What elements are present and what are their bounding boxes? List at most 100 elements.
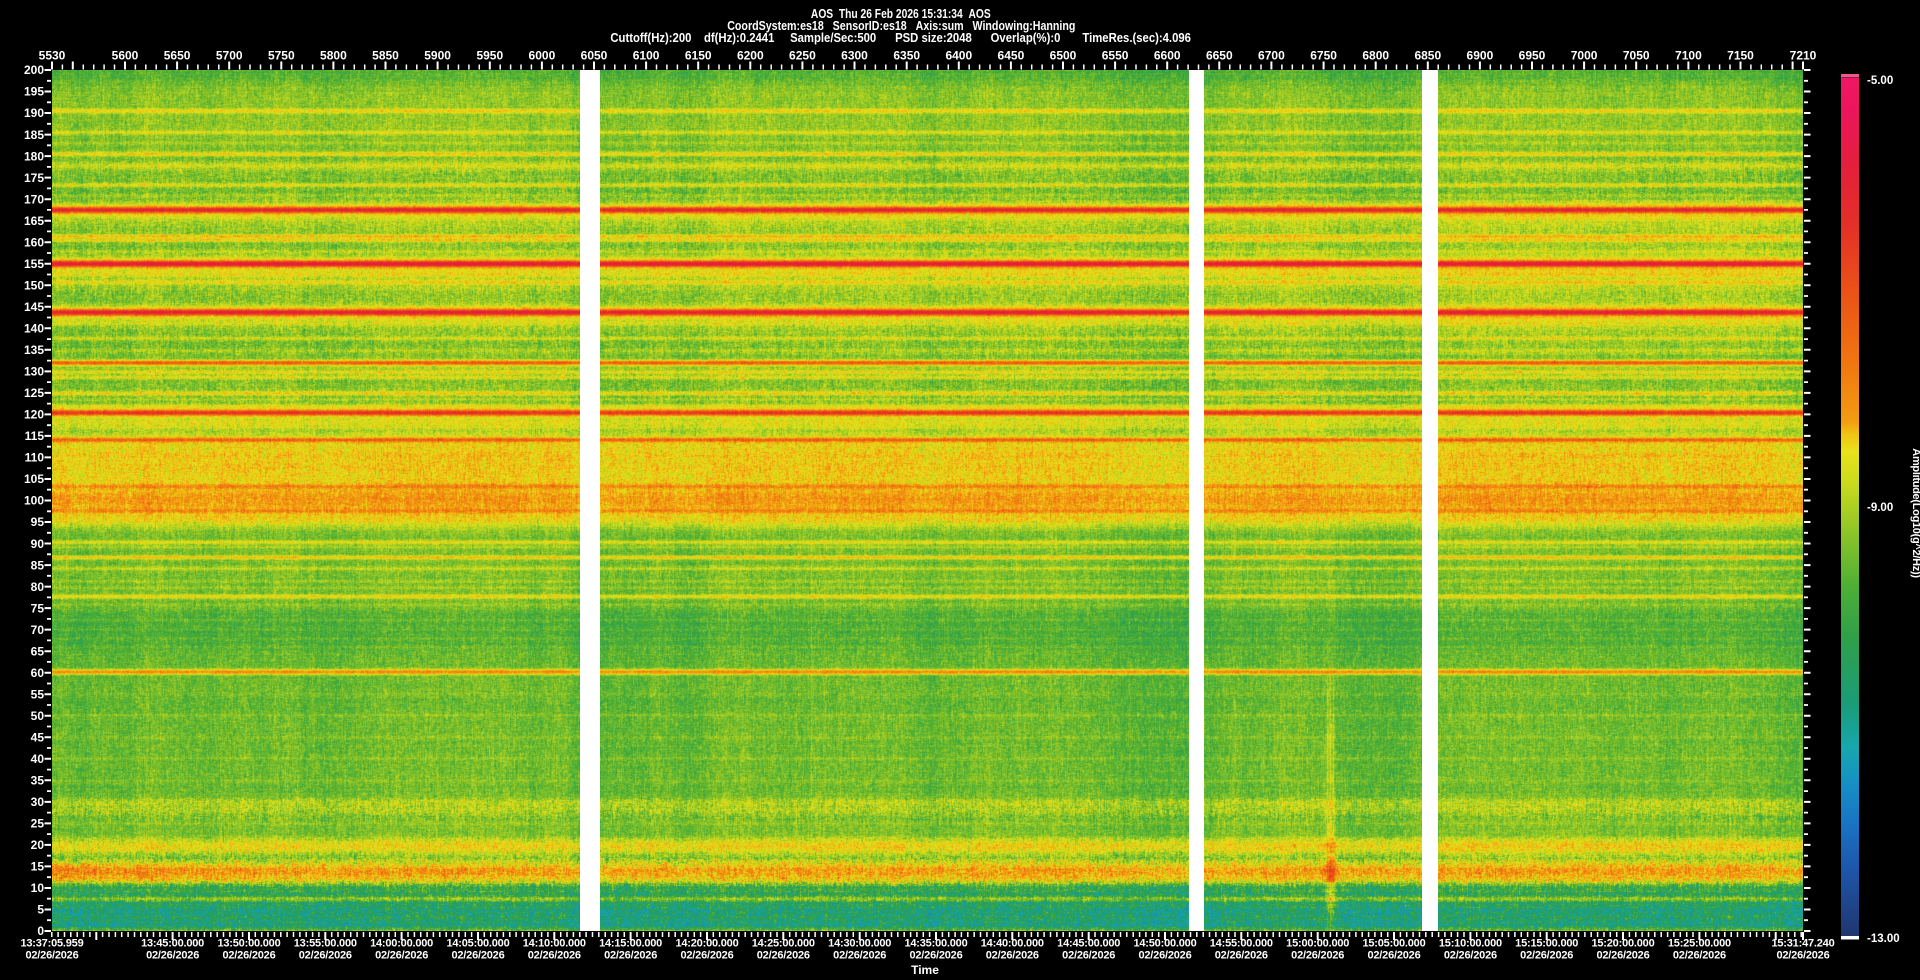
svg-text:6850: 6850 [1414,49,1441,63]
svg-text:6700: 6700 [1258,49,1285,63]
svg-text:14:55:00.000: 14:55:00.000 [1210,938,1273,950]
svg-text:45: 45 [31,731,45,745]
svg-text:02/26/2026: 02/26/2026 [604,950,657,962]
svg-text:140: 140 [24,322,44,336]
svg-text:-13.00: -13.00 [1867,933,1900,945]
svg-text:190: 190 [24,106,44,120]
svg-text:5600: 5600 [112,49,139,63]
svg-text:5: 5 [37,903,44,917]
svg-text:6150: 6150 [685,49,712,63]
svg-text:6950: 6950 [1519,49,1546,63]
svg-text:15:10:00.000: 15:10:00.000 [1439,938,1502,950]
svg-text:5530: 5530 [39,49,66,63]
svg-text:02/26/2026: 02/26/2026 [909,950,962,962]
svg-text:15:05:00.000: 15:05:00.000 [1362,938,1425,950]
svg-text:14:10:00.000: 14:10:00.000 [523,938,586,950]
svg-text:185: 185 [24,128,44,142]
svg-text:110: 110 [25,451,45,465]
svg-text:14:50:00.000: 14:50:00.000 [1133,938,1196,950]
svg-text:20: 20 [31,838,45,852]
svg-text:105: 105 [24,472,44,486]
svg-text:13:55:00.000: 13:55:00.000 [294,938,357,950]
svg-text:25: 25 [31,817,45,831]
svg-text:130: 130 [24,365,44,379]
svg-text:175: 175 [24,171,44,185]
svg-text:15:25:00.000: 15:25:00.000 [1668,938,1731,950]
svg-text:7000: 7000 [1571,49,1598,63]
svg-text:155: 155 [24,257,44,271]
svg-text:145: 145 [24,300,44,314]
svg-text:Amplitude(Log10(g^2/Hz)): Amplitude(Log10(g^2/Hz)) [1910,448,1920,578]
svg-text:7150: 7150 [1727,49,1754,63]
svg-text:02/26/2026: 02/26/2026 [1444,950,1497,962]
svg-text:6450: 6450 [998,49,1025,63]
svg-text:02/26/2026: 02/26/2026 [1596,950,1649,962]
svg-text:75: 75 [31,601,45,615]
svg-text:02/26/2026: 02/26/2026 [451,950,504,962]
svg-text:55: 55 [31,687,45,701]
svg-text:6650: 6650 [1206,49,1233,63]
svg-text:6350: 6350 [893,49,920,63]
svg-text:14:30:00.000: 14:30:00.000 [828,938,891,950]
svg-text:170: 170 [24,192,44,206]
svg-text:30: 30 [31,795,45,809]
svg-text:14:05:00.000: 14:05:00.000 [446,938,509,950]
svg-text:14:00:00.000: 14:00:00.000 [370,938,433,950]
svg-text:6200: 6200 [737,49,764,63]
svg-text:14:40:00.000: 14:40:00.000 [981,938,1044,950]
svg-text:150: 150 [24,278,44,292]
svg-text:5650: 5650 [164,49,191,63]
svg-text:13:50:00.000: 13:50:00.000 [217,938,280,950]
svg-text:135: 135 [24,343,44,357]
svg-text:02/26/2026: 02/26/2026 [986,950,1039,962]
svg-text:-5.00: -5.00 [1867,75,1893,87]
svg-text:85: 85 [31,558,45,572]
svg-text:02/26/2026: 02/26/2026 [1215,950,1268,962]
svg-text:70: 70 [31,623,45,637]
svg-text:15:31:47.240: 15:31:47.240 [1771,938,1834,950]
svg-text:02/26/2026: 02/26/2026 [680,950,733,962]
svg-text:6800: 6800 [1362,49,1389,63]
svg-text:15:00:00.000: 15:00:00.000 [1286,938,1349,950]
svg-text:7050: 7050 [1623,49,1650,63]
svg-text:6050: 6050 [581,49,608,63]
svg-text:02/26/2026: 02/26/2026 [1138,950,1191,962]
svg-text:-9.00: -9.00 [1867,502,1893,514]
svg-text:180: 180 [24,149,44,163]
svg-text:02/26/2026: 02/26/2026 [299,950,352,962]
svg-text:02/26/2026: 02/26/2026 [1367,950,1420,962]
svg-text:6900: 6900 [1467,49,1494,63]
svg-text:7210: 7210 [1790,49,1817,63]
svg-text:5800: 5800 [320,49,347,63]
svg-text:14:20:00.000: 14:20:00.000 [675,938,738,950]
svg-text:6600: 6600 [1154,49,1181,63]
svg-text:13:37:05.959: 13:37:05.959 [20,938,83,950]
svg-text:5900: 5900 [424,49,451,63]
svg-text:02/26/2026: 02/26/2026 [1062,950,1115,962]
svg-text:100: 100 [24,494,44,508]
svg-text:02/26/2026: 02/26/2026 [375,950,428,962]
svg-text:02/26/2026: 02/26/2026 [1291,950,1344,962]
svg-text:02/26/2026: 02/26/2026 [757,950,810,962]
svg-text:6400: 6400 [945,49,972,63]
svg-text:35: 35 [31,774,45,788]
svg-text:7100: 7100 [1675,49,1702,63]
svg-text:02/26/2026: 02/26/2026 [25,950,78,962]
svg-text:50: 50 [31,709,45,723]
svg-text:6750: 6750 [1310,49,1337,63]
svg-text:6000: 6000 [529,49,556,63]
svg-text:13:45:00.000: 13:45:00.000 [141,938,204,950]
svg-text:15:20:00.000: 15:20:00.000 [1591,938,1654,950]
svg-text:200: 200 [24,63,44,77]
svg-text:65: 65 [31,644,45,658]
svg-text:6550: 6550 [1102,49,1129,63]
svg-text:15: 15 [31,860,45,874]
svg-text:0: 0 [37,924,44,938]
svg-text:6500: 6500 [1050,49,1077,63]
svg-text:125: 125 [24,386,44,400]
svg-text:02/26/2026: 02/26/2026 [528,950,581,962]
svg-text:6100: 6100 [633,49,660,63]
svg-text:14:25:00.000: 14:25:00.000 [752,938,815,950]
svg-text:02/26/2026: 02/26/2026 [833,950,886,962]
svg-text:5850: 5850 [372,49,399,63]
